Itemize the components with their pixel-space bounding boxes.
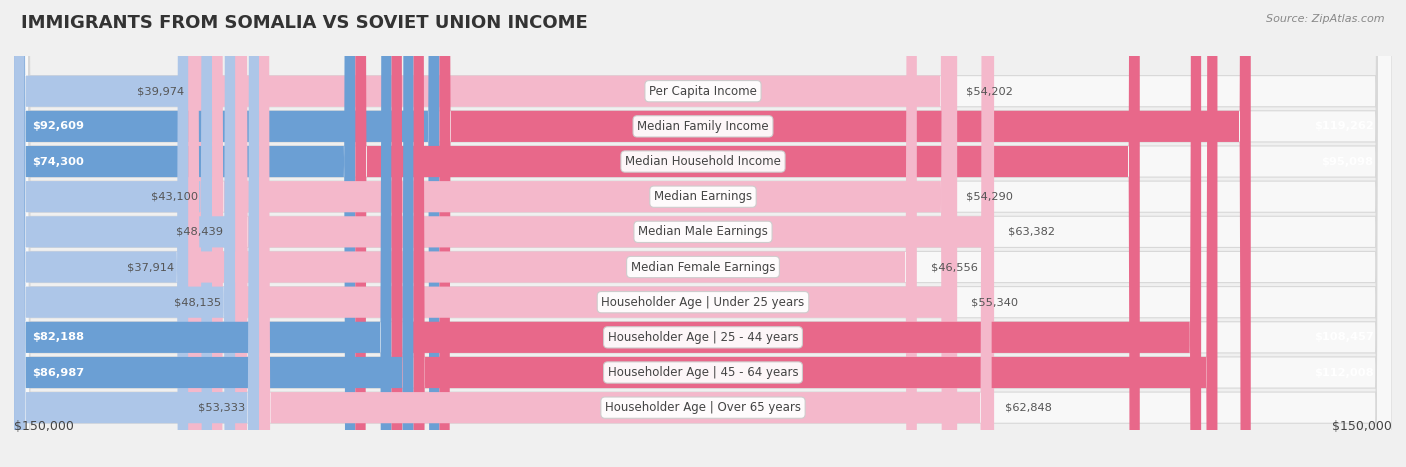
Text: Median Male Earnings: Median Male Earnings [638, 226, 768, 238]
Text: Median Earnings: Median Earnings [654, 190, 752, 203]
FancyBboxPatch shape [14, 0, 1392, 467]
FancyBboxPatch shape [391, 0, 1201, 467]
FancyBboxPatch shape [236, 0, 994, 467]
FancyBboxPatch shape [14, 0, 1392, 467]
Text: $48,439: $48,439 [176, 227, 222, 237]
FancyBboxPatch shape [259, 0, 991, 467]
Text: IMMIGRANTS FROM SOMALIA VS SOVIET UNION INCOME: IMMIGRANTS FROM SOMALIA VS SOVIET UNION … [21, 14, 588, 32]
FancyBboxPatch shape [14, 0, 1392, 467]
Text: $54,290: $54,290 [966, 191, 1014, 202]
Text: Householder Age | 45 - 64 years: Householder Age | 45 - 64 years [607, 366, 799, 379]
FancyBboxPatch shape [14, 0, 188, 467]
Text: $43,100: $43,100 [150, 191, 198, 202]
Text: $37,914: $37,914 [128, 262, 174, 272]
FancyBboxPatch shape [14, 0, 1392, 467]
Text: $46,556: $46,556 [931, 262, 977, 272]
Text: Median Female Earnings: Median Female Earnings [631, 261, 775, 274]
Text: $62,848: $62,848 [1005, 403, 1052, 413]
Text: $54,202: $54,202 [966, 86, 1012, 96]
FancyBboxPatch shape [14, 0, 356, 467]
Text: $53,333: $53,333 [198, 403, 245, 413]
FancyBboxPatch shape [14, 0, 440, 467]
FancyBboxPatch shape [14, 0, 1392, 467]
Text: Per Capita Income: Per Capita Income [650, 85, 756, 98]
Text: $95,098: $95,098 [1322, 156, 1374, 167]
Text: $108,457: $108,457 [1313, 333, 1374, 342]
FancyBboxPatch shape [212, 0, 952, 467]
FancyBboxPatch shape [14, 0, 391, 467]
Text: $39,974: $39,974 [136, 86, 184, 96]
FancyBboxPatch shape [14, 0, 198, 467]
FancyBboxPatch shape [14, 0, 1392, 467]
Text: $63,382: $63,382 [1008, 227, 1054, 237]
FancyBboxPatch shape [14, 0, 1392, 467]
Text: $55,340: $55,340 [972, 297, 1018, 307]
Text: Householder Age | 25 - 44 years: Householder Age | 25 - 44 years [607, 331, 799, 344]
FancyBboxPatch shape [440, 0, 1251, 467]
FancyBboxPatch shape [235, 0, 957, 467]
FancyBboxPatch shape [14, 0, 1392, 467]
FancyBboxPatch shape [413, 0, 1218, 467]
FancyBboxPatch shape [14, 0, 212, 467]
FancyBboxPatch shape [14, 0, 236, 467]
Text: $150,000: $150,000 [1331, 420, 1392, 433]
Text: $119,262: $119,262 [1313, 121, 1374, 131]
Text: Median Household Income: Median Household Income [626, 155, 780, 168]
Text: $92,609: $92,609 [32, 121, 84, 131]
FancyBboxPatch shape [188, 0, 917, 467]
Text: $74,300: $74,300 [32, 156, 84, 167]
Text: $48,135: $48,135 [174, 297, 221, 307]
Text: $82,188: $82,188 [32, 333, 84, 342]
Text: Householder Age | Over 65 years: Householder Age | Over 65 years [605, 401, 801, 414]
FancyBboxPatch shape [356, 0, 1140, 467]
FancyBboxPatch shape [14, 0, 1392, 467]
Text: Source: ZipAtlas.com: Source: ZipAtlas.com [1267, 14, 1385, 24]
FancyBboxPatch shape [14, 0, 235, 467]
Text: Householder Age | Under 25 years: Householder Age | Under 25 years [602, 296, 804, 309]
Text: $86,987: $86,987 [32, 368, 84, 377]
FancyBboxPatch shape [14, 0, 259, 467]
Text: $112,008: $112,008 [1315, 368, 1374, 377]
FancyBboxPatch shape [14, 0, 1392, 467]
Text: Median Family Income: Median Family Income [637, 120, 769, 133]
FancyBboxPatch shape [198, 0, 952, 467]
FancyBboxPatch shape [14, 0, 413, 467]
Text: $150,000: $150,000 [14, 420, 75, 433]
